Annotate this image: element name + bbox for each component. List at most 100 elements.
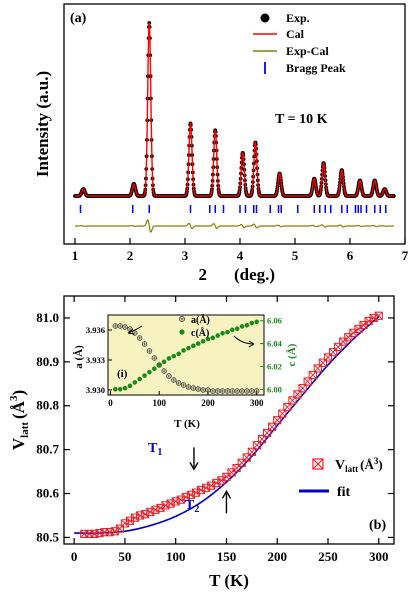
inset-c-point <box>195 341 201 346</box>
vlatt-point <box>273 416 282 425</box>
vlatt-point <box>146 507 155 517</box>
vlatt-point <box>125 516 135 525</box>
inset-a-point <box>190 385 197 391</box>
inset-c-point <box>225 329 230 335</box>
inset-a-point <box>253 388 260 394</box>
x-tick-label-a: 5 <box>292 248 299 263</box>
inset-legend-c-label: c(Å) <box>191 327 209 339</box>
t2-arrowhead <box>221 489 232 499</box>
vlatt-point <box>374 311 383 320</box>
panel-b: 0 50 100 150 200 250 300 80.5 80.6 80.7 80.8 80.9 81… <box>8 295 395 590</box>
vlatt-point <box>268 422 277 431</box>
inset-c-point <box>249 320 255 326</box>
panel-a-xlabel-prefix: 2 <box>199 265 208 284</box>
t1-arrowhead <box>189 462 199 471</box>
inset-label: (i) <box>117 368 128 380</box>
vlatt-point <box>247 447 256 456</box>
inset-ylabel-left: a (Å) <box>73 345 85 369</box>
inset-c-point <box>186 345 191 351</box>
vlatt-point <box>344 333 353 342</box>
inset-c-point <box>117 386 123 392</box>
inset-c-point <box>205 336 211 342</box>
vlatt-point <box>207 481 216 490</box>
inset-a-point <box>132 330 138 336</box>
x-tick-label-b: 150 <box>217 549 237 564</box>
inset-a-point <box>146 348 153 354</box>
inset-x-tick-label: 200 <box>201 398 215 408</box>
inset-a-point <box>195 386 201 392</box>
x-tick-label-b: 250 <box>318 549 338 564</box>
vlatt-point <box>156 503 165 513</box>
legend-bragg-label: Bragg Peak <box>286 61 346 75</box>
inset-a-point <box>141 341 148 347</box>
inset-c-point <box>127 383 133 389</box>
legend-exp-label: Exp. <box>286 11 310 25</box>
inset-c-point <box>244 322 250 328</box>
inset-a-point <box>122 324 128 330</box>
vlatt-point <box>186 490 196 499</box>
x-tick-label-a: 4 <box>237 248 244 263</box>
vlatt-point <box>222 472 231 481</box>
vlatt-point <box>120 519 130 528</box>
y-tick-label-b: 80.8 <box>36 398 59 413</box>
vlatt-point <box>202 483 211 492</box>
vlatt-point <box>283 402 292 412</box>
inset-c-point <box>239 324 245 329</box>
x-tick-label-a: 1 <box>72 248 79 263</box>
vlatt-point <box>212 478 221 488</box>
x-tick-label-b: 0 <box>71 549 78 564</box>
inset-c-point <box>191 343 196 349</box>
inset-ylabel-right: c (Å) <box>286 343 298 366</box>
inset-x-tick-label: 0 <box>108 398 113 408</box>
inset-c-point <box>142 373 147 378</box>
inset-c-point <box>156 362 162 368</box>
panel-a-label: (a) <box>70 11 87 26</box>
vlatt-point <box>227 468 236 477</box>
vlatt-point <box>181 492 190 502</box>
vlatt-point <box>141 510 150 519</box>
inset-i: 0 100 200 300 3.930 3.933 3.936 6.00 6.02 6.04 6.0… <box>73 314 298 430</box>
panel-b-frame <box>63 295 395 545</box>
inset-a-point <box>210 388 216 394</box>
panel-b-xlabel: T (K) <box>209 571 249 590</box>
t1-label: T1 <box>148 441 162 458</box>
vlatt-point <box>191 488 201 497</box>
inset-legend-a-marker <box>178 315 185 322</box>
legend-a: Exp. Cal Exp-Cal Bragg Peak <box>253 11 346 75</box>
x-tick-label-a: 2 <box>127 248 134 263</box>
y-tick-label-b: 80.5 <box>36 529 59 544</box>
annotation-t2: T2 <box>185 498 199 515</box>
inset-c-point <box>152 366 157 372</box>
x-tick-label-b: 50 <box>118 549 131 564</box>
panel-a-ylabel: Intensity (a.u.) <box>33 71 52 177</box>
inset-a-point <box>175 380 182 386</box>
inset-c-point <box>122 385 128 391</box>
inset-a-point <box>185 384 192 390</box>
inset-y-tick-label-right: 6.06 <box>267 316 282 326</box>
fit-line <box>74 316 380 534</box>
y-tick-label-b: 80.9 <box>36 354 59 369</box>
legend-exp-marker <box>260 13 270 23</box>
vlatt-point <box>166 499 175 508</box>
legend-expcal-label: Exp-Cal <box>286 44 329 58</box>
inset-arrow-c <box>233 335 255 345</box>
inset-x-tick-label: 300 <box>250 398 264 408</box>
legend-fit-label: fit <box>337 485 351 500</box>
vlatt-point <box>369 313 378 323</box>
inset-a-point <box>117 323 123 329</box>
x-tick-label-b: 200 <box>267 549 287 564</box>
vlatt-point <box>278 409 287 418</box>
panel-a-xlabel-suffix: (deg.) <box>234 265 275 284</box>
legend-cal-label: Cal <box>286 27 305 41</box>
inset-c-point <box>132 380 138 385</box>
inset-c-point <box>230 327 235 333</box>
inset-c-point <box>200 338 206 344</box>
y-tick-label-b: 80.6 <box>36 486 59 501</box>
x-tick-label-a: 7 <box>402 248 409 263</box>
inset-y-tick-label-right: 6.00 <box>267 384 282 394</box>
t2-label: T2 <box>185 498 199 515</box>
inset-c-point <box>166 356 172 361</box>
exp-cal-line <box>75 219 394 233</box>
